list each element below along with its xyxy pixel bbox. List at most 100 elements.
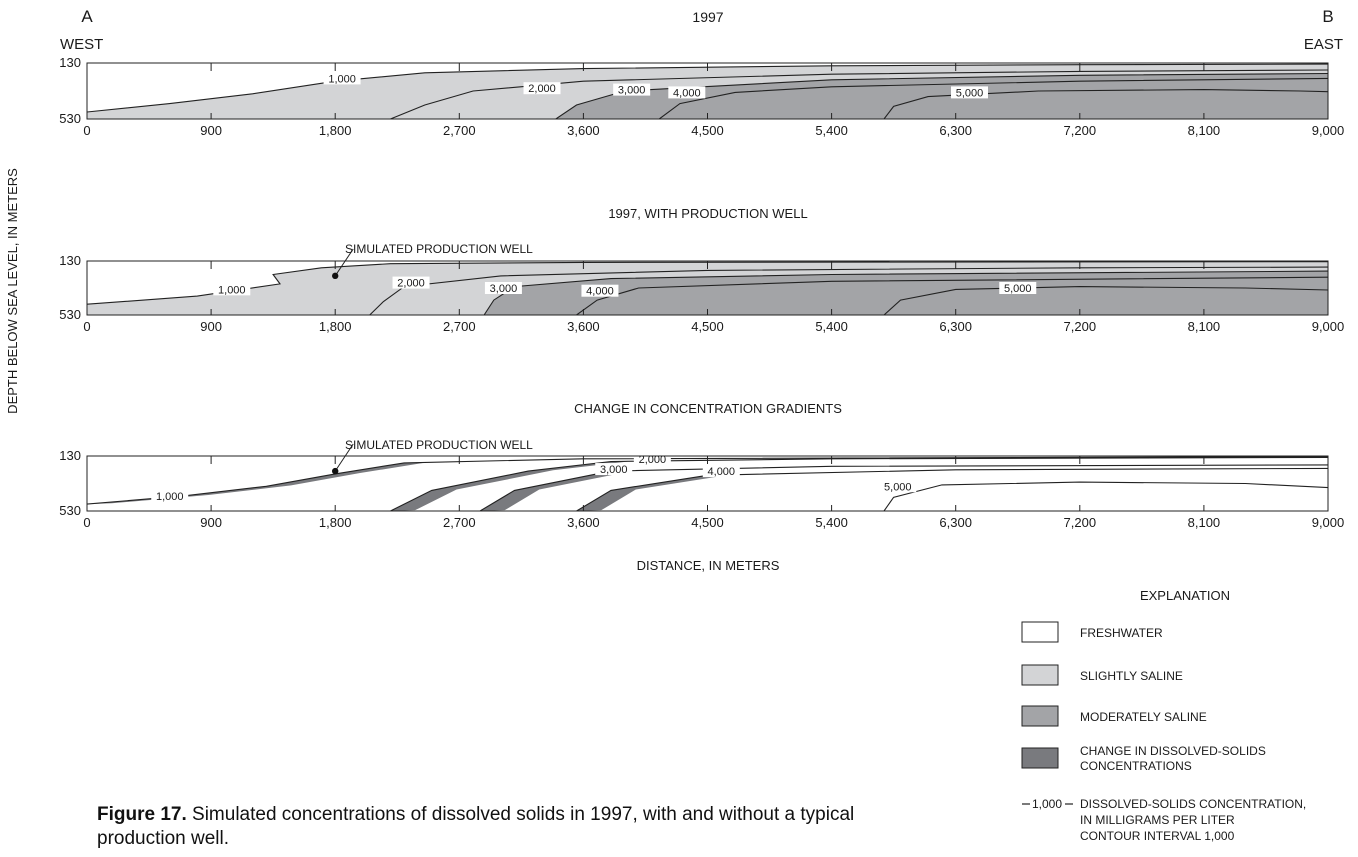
change-zone-2 — [390, 460, 636, 511]
y-tick-label-bottom: 530 — [59, 503, 81, 518]
panel-3-title: CHANGE IN CONCENTRATION GRADIENTS — [574, 401, 842, 416]
well-leader-line — [334, 248, 354, 277]
y-axis-label: DEPTH BELOW SEA LEVEL, IN METERS — [5, 168, 20, 414]
y-tick-label-top: 130 — [59, 55, 81, 70]
contour-label-bg — [999, 282, 1037, 294]
panel-1-title: 1997 — [692, 9, 723, 25]
caption-text: Simulated concentrations of dissolved so… — [97, 804, 855, 849]
legend-title: EXPLANATION — [1140, 588, 1230, 603]
contour-label-3000: 3,000 — [600, 464, 628, 476]
figure-caption: Figure 17. Simulated concentrations of d… — [97, 803, 917, 851]
legend-contour-sample: 1,000 — [1032, 797, 1062, 811]
x-tick-label: 9,000 — [1312, 515, 1345, 530]
x-tick-label: 2,700 — [443, 123, 476, 138]
x-tick-label: 1,800 — [319, 319, 352, 334]
legend-swatch — [1021, 747, 1059, 769]
x-tick-label: 5,400 — [815, 319, 848, 334]
y-tick-label-bottom: 530 — [59, 111, 81, 126]
section-start-letter: A — [81, 7, 93, 26]
production-well-marker — [332, 467, 339, 475]
contour-label-5000: 5,000 — [956, 87, 984, 99]
x-tick-label: 0 — [83, 515, 90, 530]
legend: FRESHWATER SLIGHTLY SALINE MODERATELY SALI… — [1021, 621, 1266, 773]
well-label-panel-3: SIMULATED PRODUCTION WELL — [345, 438, 533, 452]
x-tick-label: 2,700 — [443, 319, 476, 334]
panel-1997-with-well: 1,000 2,000 3,000 4,000 5,000 0 900 1,800 2,700 3… — [59, 248, 1345, 334]
contour-label-bg — [581, 284, 619, 297]
contour-line-1000 — [87, 63, 1328, 113]
contour-label-1000: 1,000 — [218, 284, 246, 296]
contour-line-3000 — [555, 72, 1328, 119]
contour-line-5000 — [883, 481, 1328, 511]
contour-label-bg — [323, 72, 361, 85]
contour-label-2000: 2,000 — [528, 83, 556, 95]
y-tick-label-top: 130 — [59, 253, 81, 268]
x-tick-label: 3,600 — [567, 319, 600, 334]
y-tick-label-bottom: 530 — [59, 307, 81, 322]
legend-item-label: MODERATELY SALINE — [1080, 710, 1207, 724]
contour-label-bg — [213, 283, 251, 296]
contour-label-1000: 1,000 — [328, 73, 356, 85]
moderately-saline-zone — [484, 271, 1328, 315]
x-tick-label: 6,300 — [939, 515, 972, 530]
well-label-panel-2: SIMULATED PRODUCTION WELL — [345, 242, 533, 256]
contour-line-2000 — [390, 69, 1328, 119]
section-end-letter: B — [1322, 7, 1333, 26]
x-tick-label: 3,600 — [567, 123, 600, 138]
contour-label-5000: 5,000 — [1004, 283, 1032, 295]
contour-label-bg — [702, 465, 740, 478]
contour-label-4000: 4,000 — [586, 286, 614, 298]
legend-swatch — [1021, 621, 1059, 643]
contour-label-bg — [151, 489, 189, 502]
contour-label-bg — [484, 282, 522, 294]
contour-line-1000 — [87, 261, 1328, 305]
x-tick-label: 6,300 — [939, 123, 972, 138]
x-tick-label: 9,000 — [1312, 319, 1345, 334]
contour-line-4000 — [658, 77, 1328, 119]
contour-label-2000: 2,000 — [639, 454, 667, 466]
contour-label-2000: 2,000 — [397, 278, 425, 290]
contour-label-bg — [613, 83, 651, 96]
legend-item-label: SLIGHTLY SALINE — [1080, 669, 1183, 683]
contour-label-4000: 4,000 — [673, 87, 701, 99]
panel-1997: 1,000 2,000 3,000 4,000 5,000 0 900 1,800 2,700 3… — [59, 55, 1344, 138]
x-tick-label: 6,300 — [939, 319, 972, 334]
caption-label: Figure 17. — [97, 804, 187, 825]
x-tick-label: 900 — [200, 123, 222, 138]
x-tick-label: 9,000 — [1312, 123, 1345, 138]
contour-label-5000: 5,000 — [884, 481, 912, 493]
contour-line-5000 — [883, 89, 1328, 119]
x-tick-label: 4,500 — [691, 515, 724, 530]
contour-label-4000: 4,000 — [708, 466, 736, 478]
change-panel-background — [87, 456, 1328, 511]
west-label: WEST — [60, 36, 103, 53]
legend-item-label: CONCENTRATIONS — [1080, 759, 1192, 773]
east-label: EAST — [1304, 36, 1343, 53]
x-tick-label: 1,800 — [319, 515, 352, 530]
x-tick-label: 4,500 — [691, 319, 724, 334]
well-leader-line — [334, 443, 354, 472]
contour-label-bg — [950, 86, 988, 99]
contour-line-3000 — [483, 270, 1328, 315]
legend-contour-line-3: CONTOUR INTERVAL 1,000 — [1080, 829, 1235, 843]
legend-swatch — [1021, 664, 1059, 686]
x-tick-label: 2,700 — [443, 515, 476, 530]
contour-label-3000: 3,000 — [618, 85, 646, 97]
legend-contour-entry: 1,000 DISSOLVED-SOLIDS CONCENTRATION, IN… — [1022, 797, 1306, 843]
legend-contour-line-2: IN MILLIGRAMS PER LITER — [1080, 813, 1235, 827]
contour-line-2000 — [390, 456, 1328, 511]
x-tick-label: 4,500 — [691, 123, 724, 138]
x-tick-label: 7,200 — [1064, 123, 1097, 138]
contour-label-3000: 3,000 — [490, 283, 518, 295]
legend-item-label: CHANGE IN DISSOLVED-SOLIDS — [1080, 744, 1266, 758]
contour-label-bg — [595, 463, 633, 476]
panel-2-title: 1997, WITH PRODUCTION WELL — [608, 206, 807, 221]
production-well-marker — [332, 272, 339, 280]
x-tick-label: 0 — [83, 123, 90, 138]
x-tick-label: 5,400 — [815, 515, 848, 530]
x-tick-label: 0 — [83, 319, 90, 334]
contour-label-bg — [668, 86, 706, 99]
panel-change-gradients: 1,000 2,000 3,000 4,000 5,000 0 900 1,800 2,700 3… — [59, 443, 1345, 530]
x-tick-label: 900 — [200, 319, 222, 334]
y-tick-label-top: 130 — [59, 448, 81, 463]
